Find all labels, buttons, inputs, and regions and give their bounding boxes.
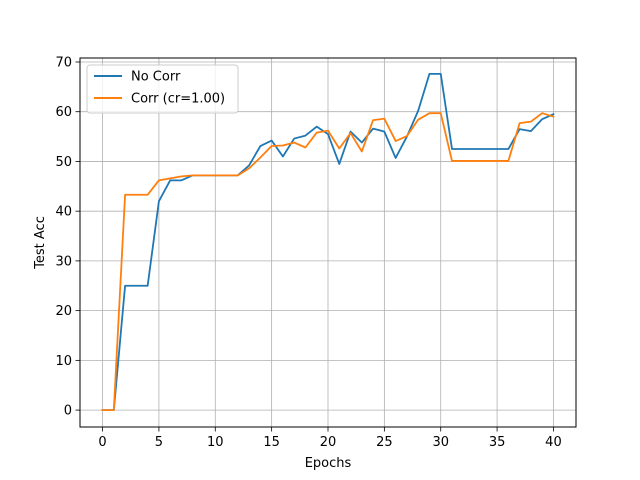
y-axis-label: Test Acc [33,216,48,270]
y-axis-ticks: 0 10 20 30 40 50 60 70 [55,55,80,419]
x-tick-label: 20 [320,435,337,450]
y-tick-label: 40 [55,205,72,220]
y-tick-label: 0 [64,404,72,419]
y-tick-label: 30 [55,254,72,269]
x-tick-label: 10 [207,435,224,450]
y-tick-label: 70 [55,55,72,70]
x-axis-ticks: 0 5 10 15 20 25 30 35 40 [98,427,562,450]
x-tick-label: 40 [545,435,562,450]
x-tick-label: 35 [489,435,506,450]
x-tick-label: 30 [432,435,449,450]
x-tick-label: 5 [155,435,163,450]
x-tick-label: 15 [263,435,280,450]
x-tick-label: 25 [376,435,393,450]
series-line-corr [101,112,555,411]
y-tick-label: 20 [55,304,72,319]
x-axis-label: Epochs [305,456,352,471]
x-tick-label: 0 [98,435,106,450]
y-tick-label: 50 [55,155,72,170]
series-line-no-corr [101,73,555,411]
y-tick-label: 60 [55,105,72,120]
legend-box [86,64,239,114]
y-tick-label: 10 [55,354,72,369]
grid [80,58,576,427]
legend-label-corr: Corr (cr=1.00) [131,92,225,107]
legend-label-no-corr: No Corr [131,70,181,85]
legend: No Corr Corr (cr=1.00) [86,64,239,114]
series-lines [101,73,555,411]
